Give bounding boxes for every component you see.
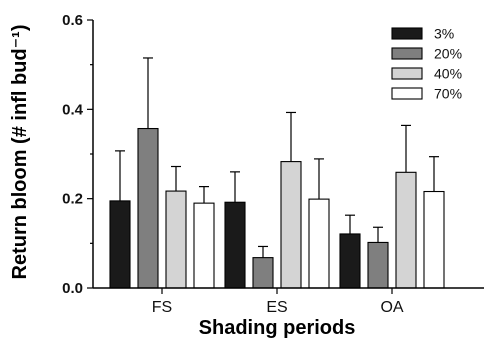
y-tick-label-2: 0.4	[62, 101, 84, 118]
bar-fs-1	[137, 127, 159, 289]
y-tick-label-3: 0.6	[62, 12, 83, 29]
y-tick-label-1: 0.2	[62, 191, 83, 208]
y-tick-label-0: 0.0	[62, 280, 83, 297]
legend-label-0: 3%	[434, 26, 454, 42]
legend-swatch-1	[391, 47, 423, 60]
bar-es-0	[224, 201, 246, 289]
bar-es-3	[308, 198, 330, 289]
bar-fs-0	[109, 200, 131, 289]
bar-fs-2	[165, 190, 187, 289]
bar-es-1	[252, 257, 274, 289]
legend-label-3: 70%	[434, 86, 462, 102]
x-axis-title: Shading periods	[199, 317, 356, 339]
bar-oa-2	[395, 171, 417, 289]
legend-swatch-3	[391, 87, 423, 100]
plot-area	[109, 57, 445, 289]
bar-oa-0	[339, 233, 361, 289]
x-tick-label-fs: FS	[152, 299, 172, 316]
y-axis-title: Return bloom (# infl bud⁻¹)	[9, 25, 31, 280]
legend-label-1: 20%	[434, 46, 462, 62]
legend-swatch-0	[391, 27, 423, 40]
bar-es-2	[280, 161, 302, 289]
legend-label-2: 40%	[434, 66, 462, 82]
x-tick-label-oa: OA	[380, 299, 403, 316]
bar-oa-3	[423, 190, 445, 289]
bar-oa-1	[367, 241, 389, 289]
bar-fs-3	[193, 202, 215, 289]
legend-swatch-2	[391, 67, 423, 80]
axes: FS ES OA 0.0 0.2 0.4 0.6	[62, 12, 484, 316]
x-tick-label-es: ES	[266, 299, 287, 316]
legend: 3% 20% 40% 70%	[391, 26, 462, 102]
